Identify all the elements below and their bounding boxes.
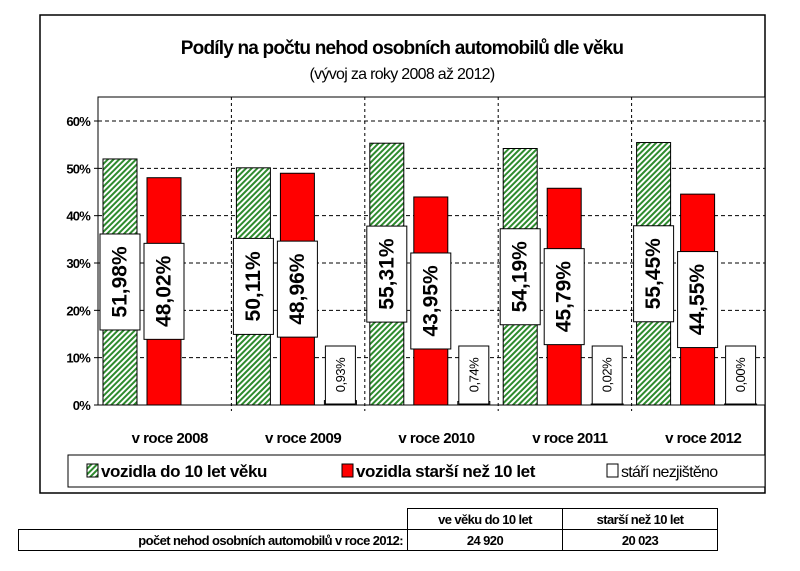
- value-new: 24 920: [407, 529, 563, 551]
- data-label-box: [232, 237, 274, 335]
- legend-label-new: vozidla do 10 let věku: [101, 462, 267, 481]
- x-tick-label: v roce 2012: [665, 430, 741, 447]
- data-label: 45,79%: [553, 261, 576, 333]
- x-tick-label: v roce 2009: [265, 430, 341, 447]
- data-label: 48,96%: [286, 253, 309, 325]
- data-label-box: [99, 233, 141, 331]
- y-tick-label: 20%: [66, 303, 91, 318]
- data-label: 0,00%: [733, 357, 748, 392]
- data-label: 44,55%: [686, 264, 709, 336]
- value-old: 20 023: [562, 529, 718, 551]
- data-label-box: [677, 251, 719, 349]
- data-label: 50,11%: [242, 251, 265, 321]
- data-label-box: [143, 242, 185, 340]
- chart-subtitle: (vývoj za roky 2008 až 2012): [310, 66, 495, 83]
- legend-swatch-old: [341, 463, 354, 478]
- data-label: 55,45%: [642, 238, 665, 310]
- data-label: 0,74%: [466, 357, 481, 392]
- data-label-box: [543, 248, 585, 346]
- chart-title: Podíly na počtu nehod osobních automobil…: [181, 38, 624, 59]
- data-label: 48,02%: [153, 255, 176, 327]
- y-tick-label: 30%: [66, 256, 91, 271]
- y-tick-label: 40%: [66, 209, 91, 224]
- table-row: počet nehod osobních automobilů v roce 2…: [18, 529, 718, 551]
- legend-swatch-unknown: [606, 463, 619, 478]
- counts-table: ve věku do 10 let starší než 10 let poče…: [18, 508, 718, 551]
- legend-label-old: vozidla starší než 10 let: [356, 462, 536, 481]
- data-label-box: [458, 345, 490, 405]
- data-label-box: [499, 228, 541, 326]
- data-label-box: [366, 225, 408, 323]
- y-tick-label: 10%: [66, 351, 91, 366]
- data-label: 55,31%: [375, 238, 398, 310]
- header-old: starší než 10 let: [562, 508, 718, 530]
- data-label-box: [410, 252, 452, 350]
- data-label: 0,93%: [333, 357, 348, 392]
- data-label-box: [725, 345, 757, 405]
- data-label: 54,19%: [509, 241, 532, 313]
- data-label: 51,98%: [109, 246, 132, 318]
- data-label-box: [324, 345, 356, 405]
- x-tick-label: v roce 2011: [532, 430, 608, 447]
- data-label: 43,95%: [419, 265, 442, 337]
- data-label-box: [591, 345, 623, 405]
- y-tick-label: 50%: [66, 161, 91, 176]
- x-tick-label: v roce 2008: [132, 430, 208, 447]
- legend-label-unknown: stáří nezjištěno: [621, 464, 718, 481]
- data-label: 0,02%: [600, 357, 615, 392]
- data-label-box: [633, 225, 675, 323]
- table-header-row: ve věku do 10 let starší než 10 let: [19, 508, 718, 530]
- bar-chart: Podíly na počtu nehod osobních automobil…: [39, 14, 766, 494]
- y-tick-label: 0%: [73, 398, 91, 413]
- header-new: ve věku do 10 let: [407, 508, 563, 530]
- data-label-box: [276, 240, 318, 338]
- legend-swatch-new: [86, 463, 99, 478]
- y-tick-label: 60%: [66, 114, 91, 129]
- x-tick-label: v roce 2010: [398, 430, 474, 447]
- row-label: počet nehod osobních automobilů v roce 2…: [18, 529, 408, 551]
- legend: [67, 454, 766, 488]
